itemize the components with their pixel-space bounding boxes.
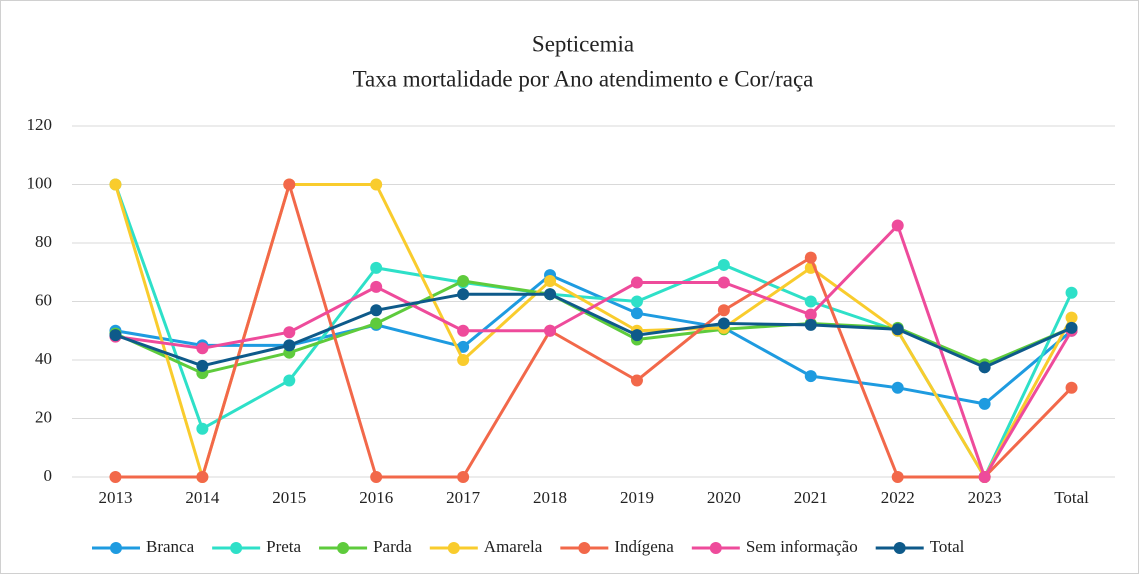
data-point [978, 397, 991, 410]
data-point [370, 317, 383, 330]
x-tick-label: 2019 [620, 488, 654, 507]
data-point [1065, 286, 1078, 299]
data-point [109, 178, 122, 191]
data-point [804, 251, 817, 264]
data-point [891, 381, 904, 394]
data-point [978, 361, 991, 374]
x-tick-label: 2015 [272, 488, 306, 507]
data-point [630, 307, 643, 320]
y-tick-label: 60 [35, 290, 52, 309]
data-point [457, 288, 470, 301]
data-point [1065, 311, 1078, 324]
legend-swatch-marker [337, 542, 350, 554]
legend-swatch-marker [230, 542, 243, 554]
data-point [196, 422, 209, 435]
data-point [457, 275, 470, 288]
x-tick-label: Total [1054, 488, 1089, 507]
y-tick-label: 100 [27, 173, 53, 192]
data-point [630, 329, 643, 342]
x-tick-label: 2016 [359, 488, 393, 507]
data-point [457, 324, 470, 337]
data-point [109, 329, 122, 342]
data-point [1065, 321, 1078, 334]
x-tick-label: 2017 [446, 488, 481, 507]
data-point [457, 340, 470, 353]
data-point [109, 471, 122, 483]
y-tick-label: 0 [44, 466, 53, 485]
data-point [717, 317, 730, 330]
y-tick-label: 20 [35, 407, 52, 426]
data-point [1065, 381, 1078, 394]
data-point [283, 374, 296, 387]
data-point [717, 276, 730, 289]
series-line [115, 183, 1073, 479]
x-tick-label: 2020 [707, 488, 741, 507]
data-point [196, 359, 209, 372]
data-point [630, 374, 643, 387]
data-point [283, 178, 296, 191]
x-tick-label: 2022 [881, 488, 915, 507]
y-tick-label: 40 [35, 349, 52, 368]
data-point [544, 288, 557, 301]
series-line [114, 292, 1073, 369]
data-point [370, 471, 383, 483]
data-point [196, 342, 209, 355]
data-point [370, 304, 383, 317]
series-line [115, 273, 1073, 406]
y-tick-label: 80 [35, 232, 52, 251]
x-tick-label: 2018 [533, 488, 567, 507]
data-point [457, 471, 470, 483]
data-point [804, 295, 817, 308]
legend-swatch-marker [578, 542, 591, 554]
legend-label: Preta [266, 537, 301, 556]
legend-swatch-marker [110, 542, 122, 554]
legend-label: Parda [373, 537, 412, 556]
series-line [115, 223, 1073, 479]
x-tick-label: 2021 [794, 488, 828, 507]
data-point [544, 324, 557, 337]
x-tick-label: 2014 [185, 488, 220, 507]
data-point [804, 308, 817, 321]
legend-label: Indígena [614, 537, 674, 556]
legend-swatch-marker [447, 542, 460, 554]
data-point [196, 471, 209, 483]
data-point [717, 304, 730, 317]
chart-title: Septicemia [532, 31, 634, 56]
legend-label: Amarela [484, 537, 543, 556]
series-line [114, 279, 1073, 375]
legend-label: Branca [146, 537, 195, 556]
data-point [804, 370, 817, 383]
legend-swatch-marker [893, 542, 906, 554]
data-point [370, 261, 383, 274]
y-tick-label: 120 [27, 115, 53, 134]
x-tick-label: 2023 [968, 488, 1002, 507]
data-point [370, 280, 383, 293]
data-point [630, 276, 643, 289]
data-point [283, 326, 296, 339]
data-point [283, 339, 296, 352]
data-point [630, 295, 643, 308]
legend-label: Total [930, 537, 965, 556]
data-point [891, 471, 904, 483]
data-point [457, 354, 470, 366]
data-point [717, 258, 730, 271]
x-tick-label: 2013 [98, 488, 132, 507]
legend-label: Sem informação [746, 537, 858, 556]
legend-swatch-marker [709, 542, 722, 554]
data-point [544, 275, 557, 288]
chart-subtitle: Taxa mortalidade por Ano atendimento e C… [353, 66, 814, 91]
data-point [978, 471, 991, 483]
data-point [891, 219, 904, 232]
data-point [804, 318, 817, 331]
data-point [370, 178, 383, 191]
data-point [891, 323, 904, 336]
